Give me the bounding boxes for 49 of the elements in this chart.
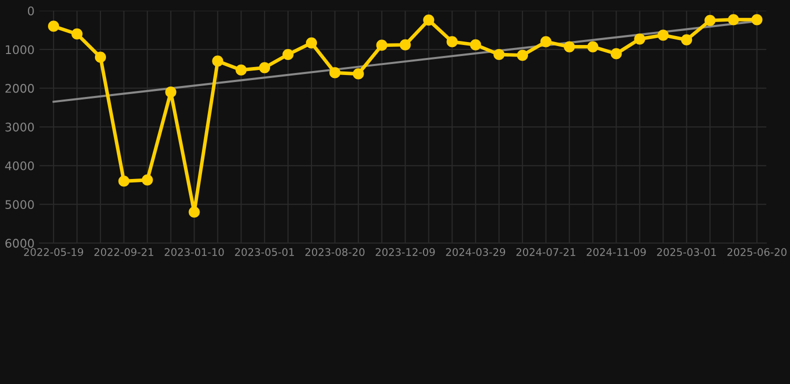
point bbox=[352, 68, 364, 80]
point bbox=[516, 50, 528, 61]
point bbox=[165, 86, 176, 98]
x-tick-label: 2022-05-19 bbox=[24, 248, 84, 256]
x-tick-label: 2024-07-21 bbox=[516, 248, 576, 256]
y-tick-label: 6000 bbox=[5, 238, 34, 248]
y-tick-label: 2000 bbox=[5, 84, 34, 93]
point bbox=[634, 33, 646, 45]
point bbox=[446, 36, 458, 48]
point bbox=[329, 67, 340, 78]
y-tick-label: 4000 bbox=[5, 161, 34, 170]
point bbox=[470, 39, 482, 50]
point bbox=[540, 36, 552, 48]
point bbox=[564, 41, 575, 52]
y-tick-label: 0 bbox=[28, 6, 34, 16]
x-tick-label: 2024-11-09 bbox=[586, 248, 646, 256]
x-tick-label: 2023-12-09 bbox=[376, 248, 435, 256]
point bbox=[118, 176, 130, 187]
point bbox=[493, 48, 505, 60]
x-tick-label: 2023-08-20 bbox=[305, 248, 364, 256]
y-tick-label: 3000 bbox=[5, 122, 34, 132]
y-tick-label: 5000 bbox=[6, 200, 34, 210]
x-tick-label: 2023-05-01 bbox=[235, 248, 294, 256]
point bbox=[704, 14, 716, 26]
x-tick-label: 2025-06-20 bbox=[727, 248, 786, 256]
point bbox=[400, 39, 411, 50]
point bbox=[142, 174, 153, 186]
point bbox=[587, 41, 598, 52]
point bbox=[282, 48, 294, 60]
point bbox=[681, 34, 692, 46]
x-tick-label: 2024-03-29 bbox=[446, 248, 506, 256]
x-tick-label: 2025-03-01 bbox=[657, 248, 716, 256]
point bbox=[212, 56, 224, 67]
point bbox=[376, 40, 388, 51]
point bbox=[48, 20, 60, 32]
point bbox=[658, 30, 669, 41]
x-tick-label: 2023-01-10 bbox=[164, 248, 224, 256]
point bbox=[94, 52, 106, 63]
point bbox=[188, 206, 200, 218]
point bbox=[423, 14, 434, 26]
point bbox=[71, 28, 83, 40]
x-tick-label: 2022-09-21 bbox=[94, 248, 154, 256]
point bbox=[610, 48, 622, 60]
point bbox=[259, 62, 270, 74]
point bbox=[306, 37, 318, 48]
point bbox=[236, 64, 247, 76]
point bbox=[751, 14, 762, 26]
point bbox=[728, 14, 740, 26]
y-tick-label: 1000 bbox=[6, 45, 34, 54]
